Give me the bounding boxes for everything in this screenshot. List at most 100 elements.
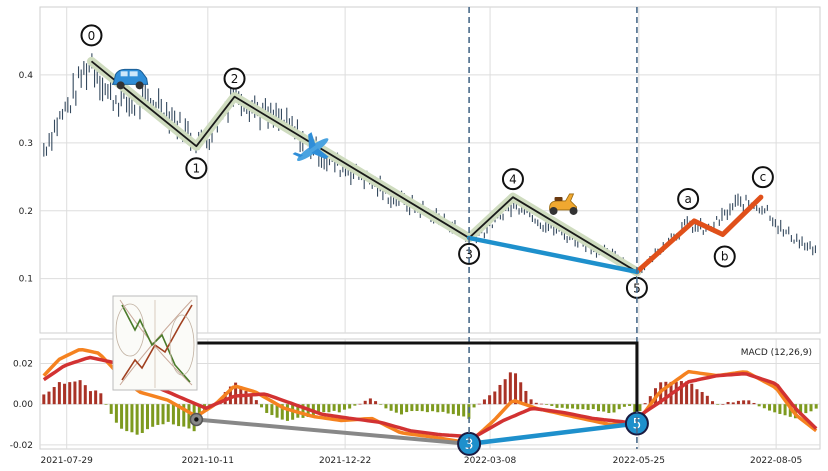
histogram-bar — [519, 382, 523, 405]
histogram-bar — [234, 382, 238, 405]
corrective-label: b — [721, 250, 729, 264]
plane-icon — [292, 132, 329, 162]
histogram-bar — [94, 390, 98, 405]
histogram-bar — [762, 404, 766, 409]
macd-divergence-line — [466, 421, 640, 447]
histogram-bar — [410, 404, 414, 412]
histogram-bar — [731, 402, 735, 405]
histogram-bar — [177, 404, 181, 427]
histogram-bar — [788, 404, 792, 417]
histogram-bar — [457, 404, 461, 416]
histogram-bar — [151, 404, 155, 427]
macd-line — [42, 347, 818, 445]
histogram-bar — [358, 403, 362, 405]
histogram-bar — [57, 382, 61, 405]
histogram-bar — [534, 402, 538, 405]
histogram-bar — [275, 404, 279, 418]
price-divergence-line — [466, 235, 640, 275]
price-y-tick-label: 0.4 — [19, 71, 34, 81]
histogram-bar — [799, 404, 803, 415]
macd-small-marker-dot — [194, 417, 199, 422]
wave-label-circle — [458, 242, 481, 265]
signal-line — [42, 355, 818, 439]
histogram-bar — [140, 404, 144, 433]
histogram-bar — [109, 404, 113, 414]
histogram-bar — [493, 391, 497, 405]
histogram-bar — [436, 404, 440, 413]
histogram-bar — [446, 404, 450, 414]
histogram-bar — [332, 404, 336, 411]
histogram-bar — [88, 391, 92, 405]
price-y-tick-label: 0.3 — [19, 139, 33, 149]
histogram-bar — [399, 404, 403, 415]
histogram-bar — [700, 391, 704, 405]
histogram-bar — [638, 404, 642, 412]
histogram-bar — [114, 404, 118, 423]
histogram-bar — [524, 390, 528, 405]
histogram-bar — [488, 395, 492, 405]
histogram-bar — [757, 404, 761, 407]
histogram-bar — [607, 404, 611, 414]
histogram-bar — [726, 401, 730, 405]
histogram-bar — [622, 404, 626, 407]
wave-label-circle — [185, 157, 208, 180]
macd-markers: 35 — [189, 411, 649, 456]
histogram-bar — [83, 385, 87, 405]
histogram-bar — [171, 404, 175, 425]
histogram-bar — [679, 381, 683, 405]
divergence-line — [466, 235, 640, 275]
x-tick-label: 2022-03-08 — [464, 456, 517, 466]
histogram-bar — [265, 404, 269, 413]
wave-inset-thumbnail — [112, 295, 198, 391]
price-panel: 0.1 0.2 0.3 0.4 — [19, 6, 821, 334]
x-tick-label: 2021-10-11 — [182, 456, 234, 466]
histogram-bar — [695, 389, 699, 405]
histogram-bar — [78, 380, 82, 405]
histogram-bar — [736, 400, 740, 405]
histogram-bar — [633, 404, 637, 413]
histogram-bar — [420, 404, 424, 412]
histogram-bar — [322, 404, 326, 413]
histogram-bar — [648, 396, 652, 405]
scooter-icon — [549, 193, 578, 215]
histogram-bar — [721, 404, 725, 405]
histogram-bar — [301, 404, 305, 418]
wave-label: 3 — [465, 247, 473, 261]
histogram-bar — [254, 400, 258, 405]
histogram-bar — [804, 404, 808, 414]
histogram-bar — [285, 404, 289, 421]
histogram-bar — [690, 383, 694, 405]
x-tick-label: 2022-08-05 — [750, 456, 802, 466]
histogram-bar — [161, 404, 165, 425]
histogram-bar — [742, 400, 746, 405]
histogram-bar — [166, 404, 170, 422]
histogram-bar — [477, 403, 481, 405]
histogram-bar — [550, 404, 554, 406]
histogram-bar — [182, 404, 186, 427]
histogram-bar — [42, 394, 46, 405]
histogram-bar — [628, 404, 632, 406]
histogram-bar — [342, 404, 346, 410]
corrective-label: a — [684, 192, 691, 206]
histogram-bar — [135, 404, 139, 435]
wave-label-circle — [501, 168, 524, 191]
histogram-bar — [752, 402, 756, 405]
histogram-bar — [379, 404, 383, 405]
histogram-bar — [156, 404, 160, 425]
histogram-bar — [576, 404, 580, 410]
wave-label: 1 — [193, 162, 201, 176]
x-tick-label: 2021-12-22 — [319, 456, 371, 466]
histogram-bar — [783, 404, 787, 416]
histogram-bar — [503, 379, 507, 405]
histogram-bar — [145, 404, 149, 430]
histogram-bar — [68, 382, 72, 405]
impulse-wave-lines — [86, 56, 764, 277]
histogram-bar — [705, 395, 709, 405]
histogram-bar — [778, 404, 782, 414]
histogram-bar — [353, 404, 357, 406]
macd-y-tick-label: 0.00 — [13, 400, 33, 410]
histogram-bar — [120, 404, 124, 429]
histogram-bar — [244, 391, 248, 405]
macd-y-tick-label: 0.02 — [13, 359, 33, 369]
histogram-bar — [539, 403, 543, 405]
